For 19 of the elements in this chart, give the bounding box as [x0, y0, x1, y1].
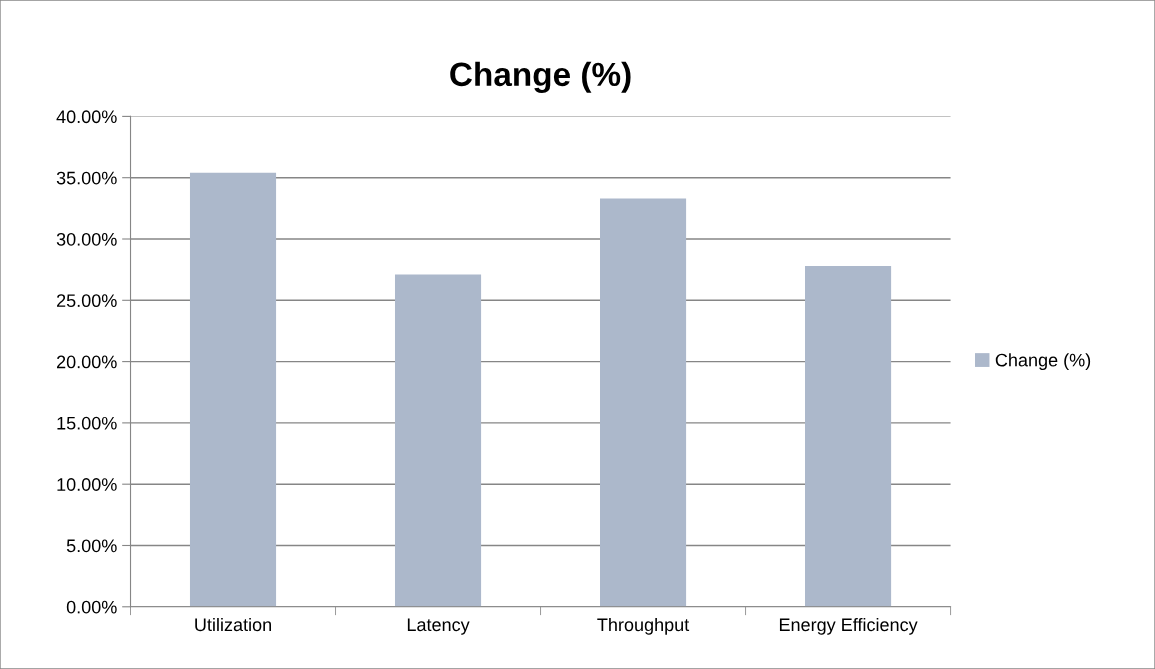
bar	[189, 172, 277, 607]
bar	[805, 265, 892, 607]
y-tick-label: 30.00%	[56, 232, 117, 246]
x-tick-label: Latency	[407, 618, 470, 635]
y-tick-label: 40.00%	[56, 110, 117, 124]
legend-label: Change (%)	[995, 353, 1091, 371]
x-tick-label: Utilization	[195, 617, 271, 632]
chart-title: Change (%)	[450, 61, 631, 93]
x-tick-label: Throughput	[597, 617, 690, 635]
y-tick-label: 25.00%	[57, 294, 117, 308]
y-tick-label: 0.00%	[66, 600, 117, 614]
x-tick-label: Energy Efficiency	[779, 617, 918, 635]
y-tick-label: 20.00%	[57, 355, 117, 369]
bar	[394, 274, 482, 607]
y-tick-label: 10.00%	[57, 478, 117, 491]
bar	[599, 198, 687, 607]
y-tick-label: 5.00%	[66, 539, 117, 553]
y-tick-label: 35.00%	[56, 171, 117, 185]
y-tick-label: 15.00%	[57, 416, 117, 430]
